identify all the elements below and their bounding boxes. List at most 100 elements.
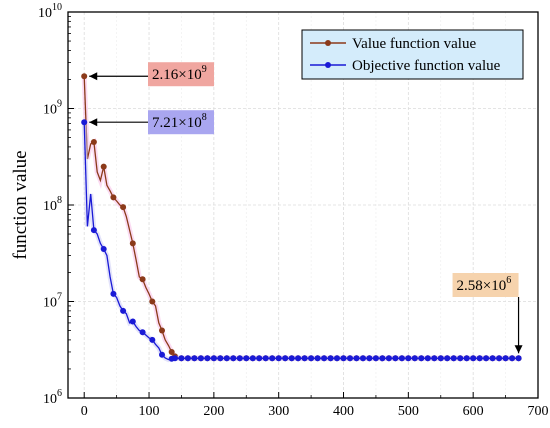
data-point	[502, 355, 509, 362]
x-tick-label: 500	[398, 404, 419, 419]
data-point	[100, 246, 107, 252]
data-point	[321, 355, 328, 362]
data-point	[509, 355, 516, 362]
x-tick-label: 400	[333, 404, 354, 419]
y-tick-label: 109	[43, 99, 62, 118]
x-tick-label: 700	[528, 404, 549, 419]
data-point	[288, 355, 295, 362]
data-point	[149, 336, 156, 343]
y-tick-label: 106	[43, 388, 62, 407]
data-point	[411, 355, 418, 362]
data-point	[437, 355, 444, 362]
data-point	[347, 355, 353, 362]
data-point	[243, 355, 250, 362]
annotation-objective-text: 7.21×108	[152, 112, 207, 131]
data-point	[139, 329, 146, 336]
annotation-max-text: 2.16×109	[152, 64, 207, 83]
data-point	[256, 355, 263, 362]
annotations: 2.16×109 7.21×108 2.58×106	[89, 62, 523, 354]
data-point	[314, 355, 321, 362]
data-point	[392, 355, 399, 362]
data-point	[405, 355, 412, 362]
annotation-final-box	[452, 273, 519, 297]
data-point	[269, 355, 276, 362]
data-point	[496, 355, 503, 362]
x-tick-label: 300	[268, 404, 289, 419]
data-point	[424, 355, 431, 362]
data-point	[168, 349, 175, 355]
data-point	[159, 351, 165, 358]
data-point	[275, 355, 282, 362]
data-point	[210, 355, 217, 362]
x-tick-label: 100	[139, 404, 160, 419]
annotation-arrow-max-head	[89, 72, 98, 81]
data-point	[204, 355, 211, 362]
data-point	[90, 139, 97, 145]
data-point	[100, 163, 107, 170]
x-tick-label: 600	[463, 404, 484, 419]
data-point	[327, 355, 334, 362]
data-point	[444, 355, 451, 362]
data-point	[282, 355, 289, 362]
data-point	[431, 355, 438, 362]
data-point	[236, 355, 243, 362]
data-point	[90, 227, 97, 234]
data-point	[457, 355, 464, 362]
data-point	[372, 355, 379, 362]
data-point	[120, 204, 127, 211]
data-point	[360, 355, 366, 362]
legend-marker-value	[325, 40, 331, 46]
x-tick-label: 200	[203, 404, 224, 419]
y-tick-label: 107	[43, 292, 62, 311]
data-point	[463, 355, 470, 362]
annotation-max-box	[148, 62, 214, 87]
legend-label-value: Value function value	[352, 36, 476, 52]
data-point	[184, 355, 191, 362]
annotation-arrow-objective-head	[89, 118, 98, 127]
data-point	[81, 73, 88, 80]
data-point	[515, 355, 522, 362]
data-point	[308, 355, 315, 362]
data-point	[366, 355, 373, 362]
data-point	[217, 355, 224, 362]
y-tick-label: 1010	[38, 2, 62, 21]
data-point	[129, 318, 136, 325]
data-point	[178, 355, 185, 362]
data-point	[398, 355, 405, 362]
data-point	[139, 276, 146, 283]
data-point	[172, 355, 178, 362]
annotation-objective-box	[148, 110, 214, 135]
data-point	[418, 355, 425, 362]
data-point	[334, 355, 340, 362]
x-tick-label: 0	[81, 404, 88, 419]
data-point	[353, 355, 360, 362]
data-point	[301, 355, 308, 362]
data-point	[340, 355, 347, 362]
data-point	[230, 355, 237, 362]
data-point	[197, 355, 204, 362]
data-point	[262, 355, 269, 362]
data-point	[249, 355, 256, 362]
data-point	[149, 298, 156, 305]
legend-box	[301, 29, 524, 80]
data-point	[295, 355, 302, 362]
annotation-final-text: 2.58×106	[457, 275, 512, 294]
y-tick-label: 108	[43, 195, 62, 214]
data-point	[110, 194, 117, 201]
annotation-arrow-final-head	[514, 345, 523, 354]
series-layer	[81, 73, 522, 363]
data-point	[159, 327, 165, 334]
data-point	[120, 307, 127, 314]
data-point	[489, 355, 496, 362]
legend-label-objective: Objective function value	[352, 58, 501, 74]
legend-marker-objective	[325, 62, 331, 68]
data-point	[483, 355, 490, 362]
data-point	[470, 355, 477, 362]
data-point	[129, 240, 136, 247]
y-axis-title: function value	[10, 150, 31, 259]
data-point	[385, 355, 392, 362]
data-point	[476, 355, 483, 362]
data-point	[223, 355, 230, 362]
data-point	[450, 355, 457, 362]
